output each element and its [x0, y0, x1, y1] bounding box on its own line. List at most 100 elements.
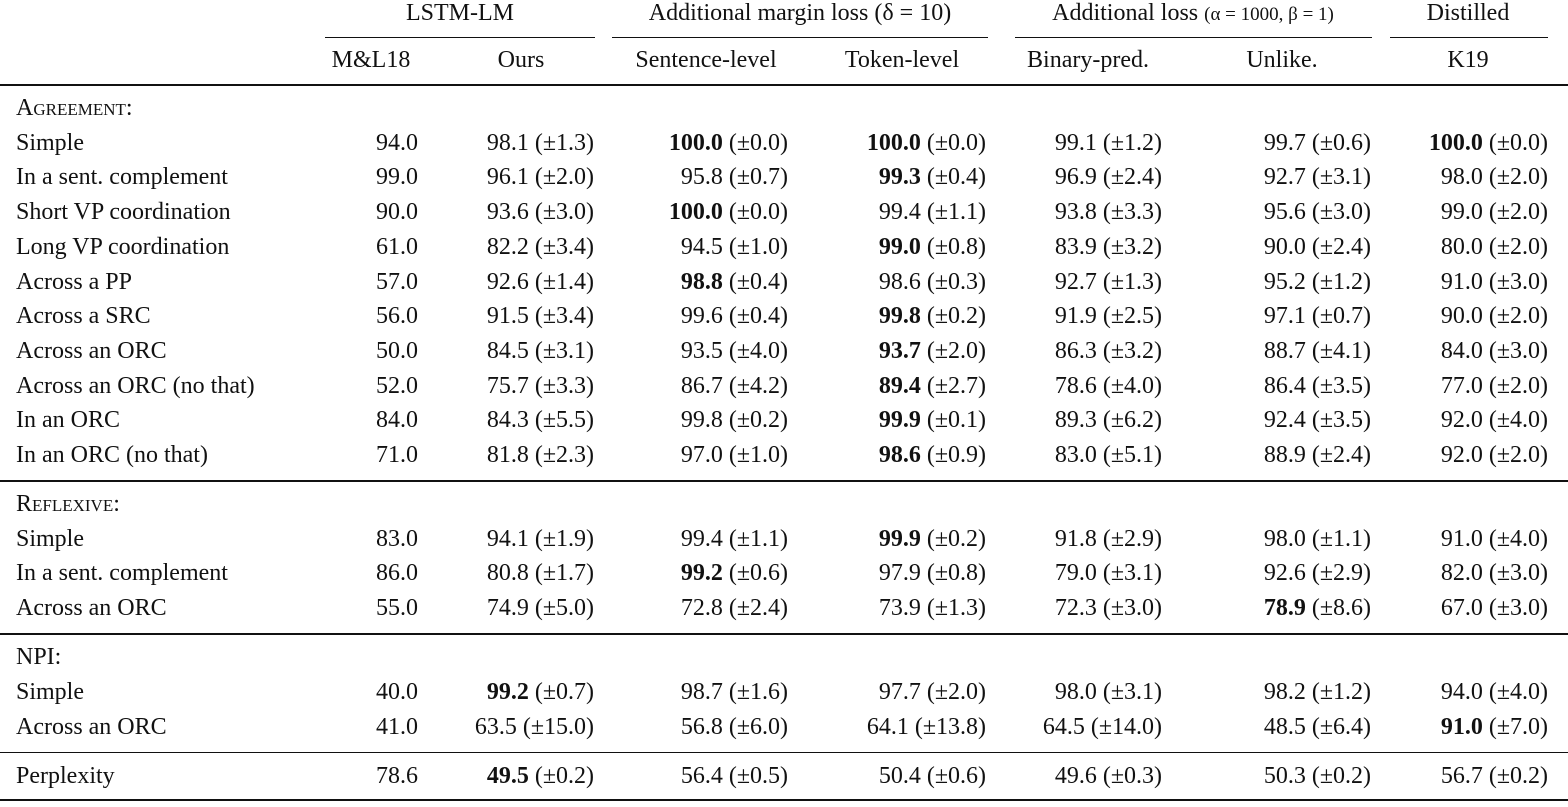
cell-error: (±3.3) [1102, 199, 1162, 226]
cell-value: 56.4 [680, 762, 723, 789]
cell: 97.9 (±0.8) [879, 558, 986, 588]
cell: 99.3 (±0.4) [879, 162, 986, 192]
cell-value: 92.4 [1263, 407, 1306, 434]
cell-error: (±2.7) [926, 372, 986, 399]
cell-value: 80.8 [486, 560, 529, 587]
group-label: LSTM-LM [406, 0, 514, 26]
cell-error: (±0.0) [1488, 129, 1548, 156]
group-underline [1390, 37, 1548, 38]
cell-error: (±1.7) [534, 560, 594, 587]
cell: 97.0 (±1.0) [681, 440, 788, 470]
cell-error: (±2.4) [1311, 233, 1371, 260]
cell: 91.8 (±2.9) [1055, 524, 1162, 554]
cell: 98.7 (±1.6) [681, 677, 788, 707]
cell: 92.7 (±1.3) [1055, 267, 1162, 297]
cell: 79.0 (±3.1) [1055, 558, 1162, 588]
cell-value: 97.9 [878, 560, 921, 587]
cell: 99.4 (±1.1) [879, 197, 986, 227]
cell-value: 82.2 [486, 233, 529, 260]
cell: 41.0 [376, 712, 418, 742]
row-label: Across an ORC [16, 713, 167, 740]
row-label: In a sent. complement [16, 560, 228, 587]
cell-error: (±1.2) [1311, 678, 1371, 705]
cell: 86.7 (±4.2) [681, 371, 788, 401]
cell: 61.0 [376, 232, 418, 262]
cell-error: (±6.2) [1102, 407, 1162, 434]
cell-error: (±0.6) [728, 560, 788, 587]
cell-value: 50.4 [878, 762, 921, 789]
cell-error: (±1.4) [534, 268, 594, 295]
cell-value: 84.0 [376, 407, 418, 434]
cell: 93.6 (±3.0) [487, 197, 594, 227]
cell-value: 98.0 [1054, 678, 1097, 705]
row-label: Across a SRC [16, 303, 151, 330]
cell-value: 98.2 [1263, 678, 1306, 705]
cell-value: 74.9 [486, 595, 529, 622]
cell-value: 92.7 [1054, 268, 1097, 295]
cell: 95.8 (±0.7) [681, 162, 788, 192]
cell-error: (±2.3) [534, 442, 594, 468]
cell-value: 99.9 [878, 525, 921, 552]
cell-value: 56.8 [680, 713, 723, 740]
rule [0, 84, 1568, 86]
cell-error: (±0.2) [926, 525, 986, 552]
column-header: M&L18 [331, 47, 411, 73]
cell-error: (±3.0) [1488, 560, 1548, 587]
cell: 98.0 (±1.1) [1264, 524, 1371, 554]
cell-error: (±8.6) [1311, 595, 1371, 622]
cell: 92.0 (±2.0) [1441, 440, 1548, 470]
cell-value: 86.4 [1263, 372, 1306, 399]
cell: 99.8 (±0.2) [879, 301, 986, 331]
cell: 99.6 (±0.4) [681, 301, 788, 331]
cell-value: 93.8 [1054, 199, 1097, 226]
cell-value: 75.7 [486, 372, 529, 399]
cell: 83.0 [376, 524, 418, 554]
cell: 49.6 (±0.3) [1055, 761, 1162, 791]
cell-value: 98.7 [680, 678, 723, 705]
section-title: Reflexive: [16, 491, 120, 517]
rule [0, 798, 1568, 801]
cell-value: 100.0 [1428, 129, 1483, 156]
column-header: K19 [1447, 47, 1489, 73]
cell-value: 98.1 [486, 129, 529, 156]
cell: 99.4 (±1.1) [681, 524, 788, 554]
cell: 57.0 [376, 267, 418, 297]
cell: 50.4 (±0.6) [879, 761, 986, 791]
cell-error: (±2.4) [1311, 442, 1371, 468]
cell-value: 86.3 [1054, 337, 1097, 364]
cell: 56.7 (±0.2) [1441, 761, 1548, 791]
cell: 89.4 (±2.7) [879, 371, 986, 401]
cell: 93.7 (±2.0) [879, 336, 986, 366]
cell-value: 79.0 [1054, 560, 1097, 587]
cell: 99.9 (±0.2) [879, 524, 986, 554]
cell: 52.0 [376, 371, 418, 401]
cell: 49.5 (±0.2) [487, 761, 594, 791]
cell: 91.0 (±7.0) [1441, 712, 1548, 742]
cell-value: 86.0 [376, 560, 418, 587]
cell-error: (±2.0) [926, 337, 986, 364]
cell: 98.0 (±3.1) [1055, 677, 1162, 707]
row-label: Across an ORC [16, 595, 167, 622]
cell-value: 99.8 [680, 407, 723, 434]
cell-error: (±3.0) [1311, 199, 1371, 226]
cell-error: (±1.3) [1102, 268, 1162, 295]
row-label: Simple [16, 678, 85, 705]
section-title: Agreement: [16, 95, 133, 121]
cell-value: 88.9 [1263, 442, 1306, 468]
cell-error: (±0.2) [1488, 762, 1548, 789]
cell: 98.2 (±1.2) [1264, 677, 1371, 707]
cell-error: (±3.0) [1488, 268, 1548, 295]
cell-error: (±0.8) [926, 233, 986, 260]
cell: 93.5 (±4.0) [681, 336, 788, 366]
cell: 56.4 (±0.5) [681, 761, 788, 791]
cell: 86.4 (±3.5) [1264, 371, 1371, 401]
group-underline [1015, 37, 1372, 38]
cell-error: (±0.0) [926, 129, 986, 156]
cell-error: (±6.0) [728, 713, 788, 740]
cell-value: 84.0 [1440, 337, 1483, 364]
group-header: Distilled [1427, 0, 1510, 28]
cell-value: 40.0 [376, 678, 418, 705]
cell-error: (±5.5) [534, 407, 594, 434]
cell-value: 78.6 [1054, 372, 1097, 399]
